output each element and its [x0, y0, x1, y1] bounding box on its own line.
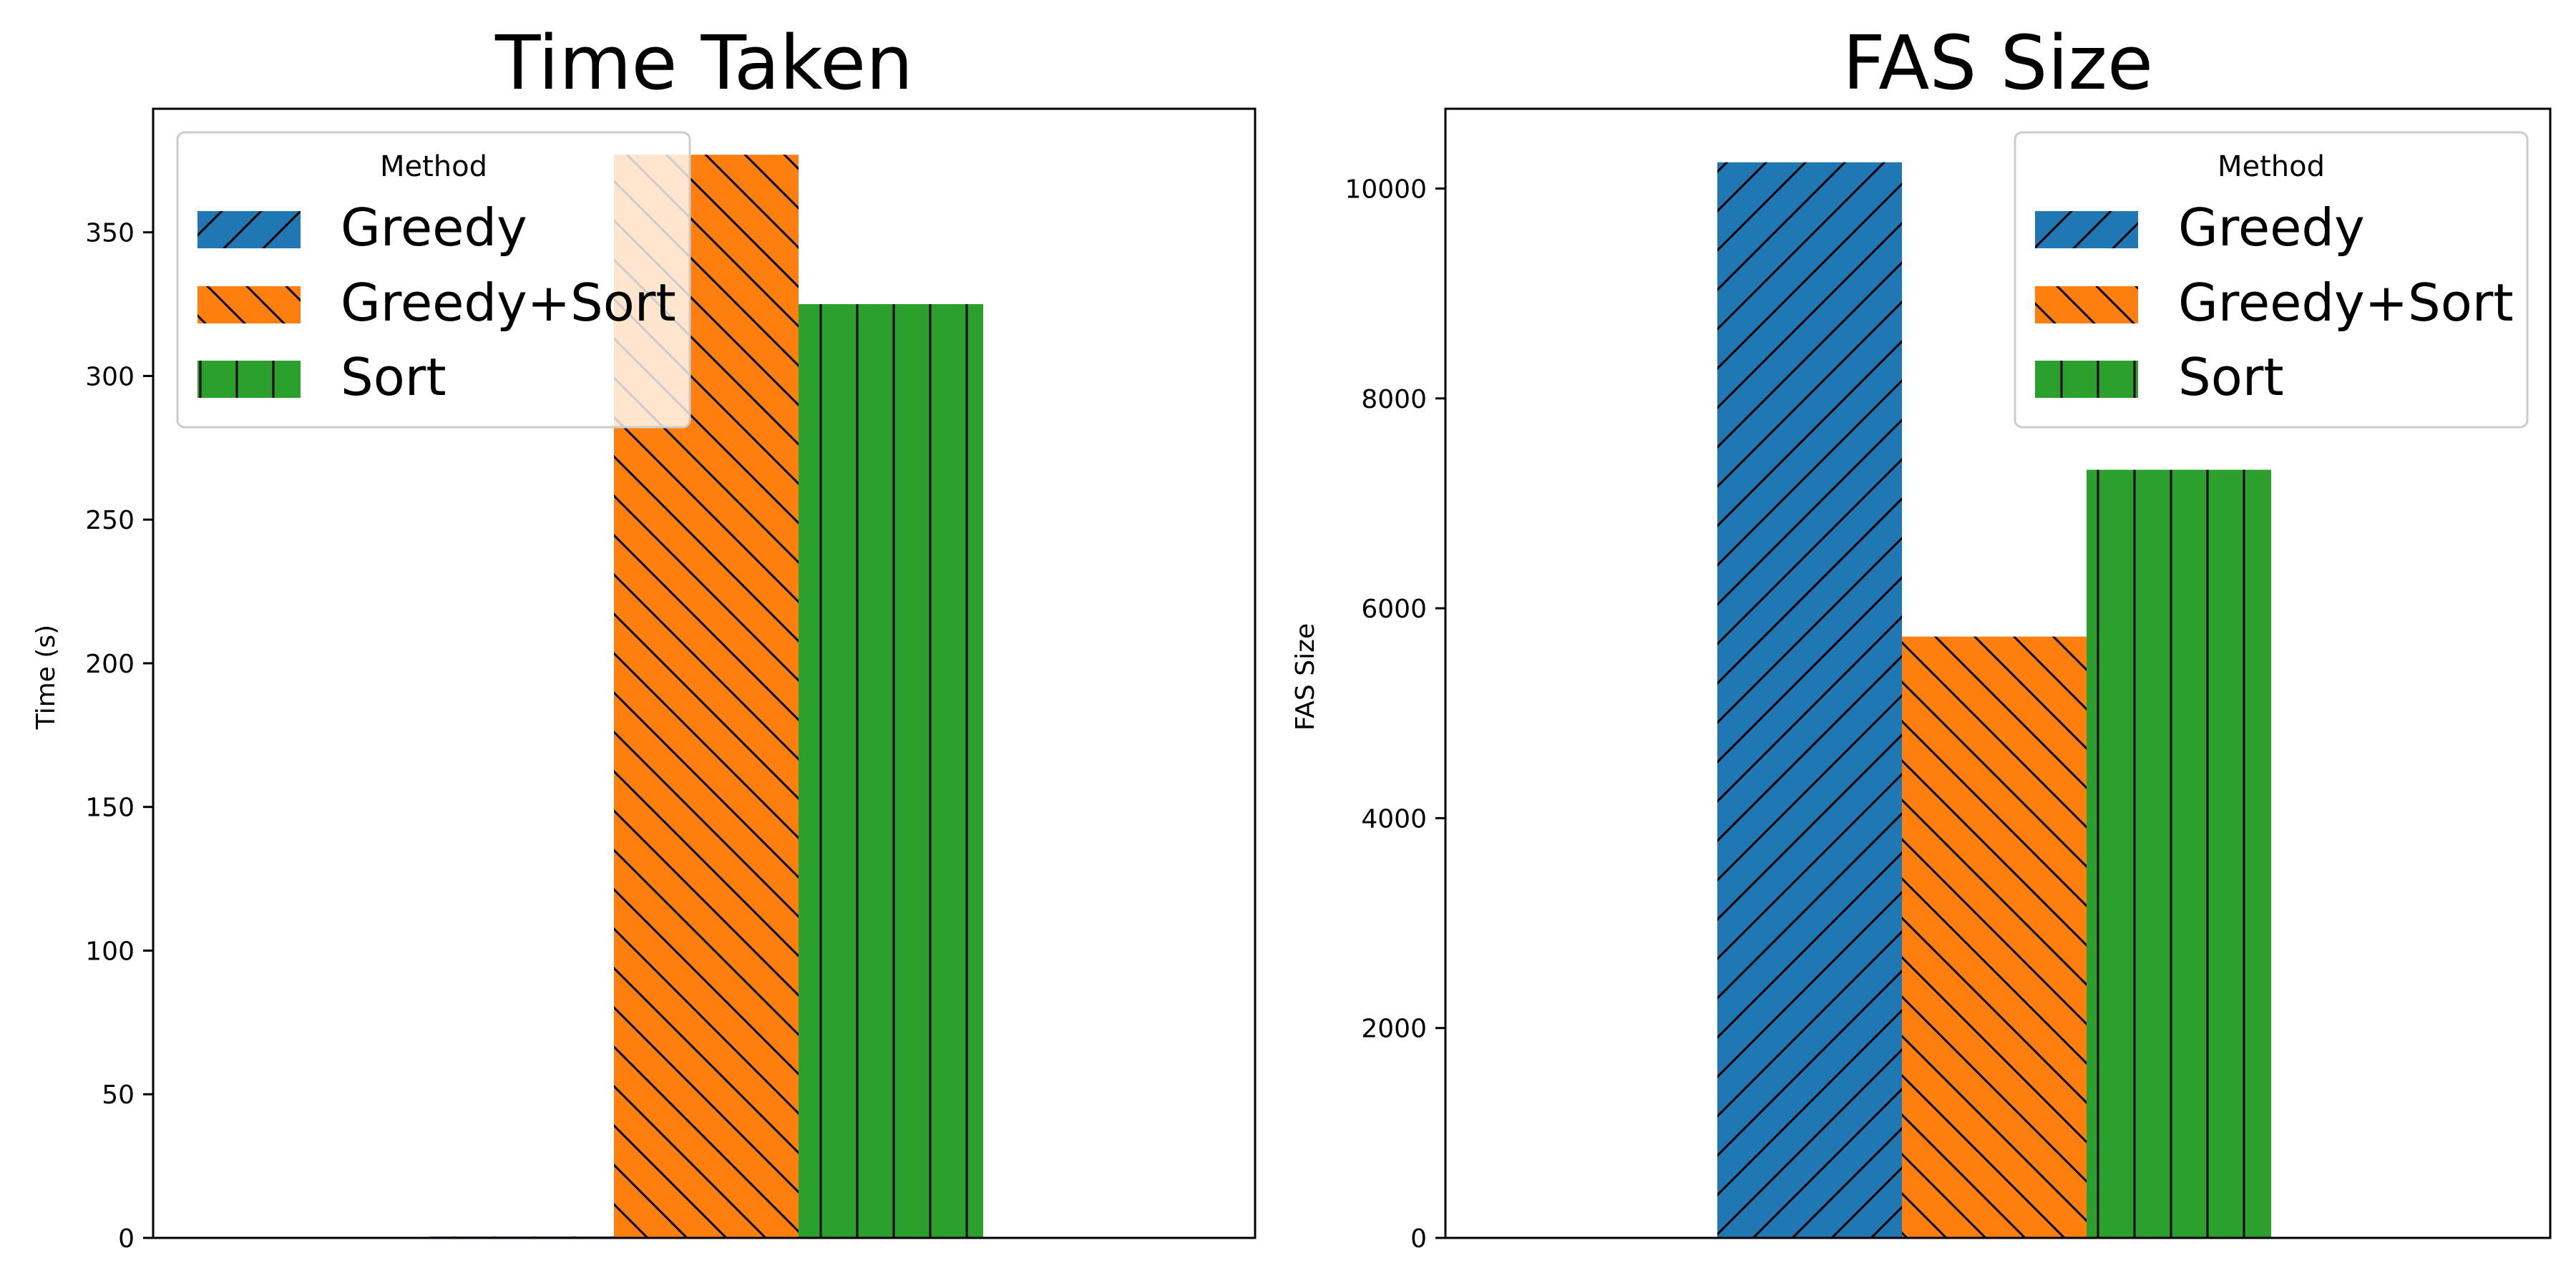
legend-item-greedy: Greedy	[197, 197, 527, 258]
fas-size-panel: FAS Size FAS Size 0 2000 4000 6000 8000 10000…	[1291, 19, 2552, 1254]
legend-swatch-hatch	[197, 211, 301, 248]
legend-swatch-hatch	[197, 361, 301, 398]
legend-swatch-hatch	[2035, 361, 2138, 398]
y-tick-label: 350	[85, 219, 135, 248]
y-tick-label: 0	[118, 1224, 135, 1254]
legend-item-greedy-sort: Greedy+Sort	[197, 273, 676, 333]
legend-item-greedy-sort: Greedy+Sort	[2035, 273, 2514, 333]
y-tick-label: 8000	[1361, 385, 1427, 414]
plot-frame	[152, 107, 1257, 1239]
bars	[429, 155, 983, 1239]
y-axis-ticks: 0 2000 4000 6000 8000 10000	[1345, 175, 1445, 1254]
legend: Method Greedy Greedy+Sort Sort	[176, 131, 691, 429]
legend-box	[176, 131, 691, 429]
legend-label-sort: Sort	[2178, 347, 2284, 407]
legend-item-sort: Sort	[197, 347, 447, 407]
legend-box	[2014, 131, 2529, 429]
legend-label-greedy: Greedy	[341, 197, 527, 258]
legend-swatch-hatch	[197, 286, 301, 323]
legend-swatch-hatch	[2035, 286, 2138, 323]
legend-label-greedy: Greedy	[2178, 197, 2365, 258]
y-tick-label: 2000	[1361, 1015, 1427, 1044]
y-axis-label: FAS Size	[1291, 623, 1320, 731]
y-tick-label: 10000	[1345, 175, 1427, 204]
y-tick-label: 4000	[1361, 804, 1427, 834]
y-tick-label: 150	[85, 794, 135, 823]
bar-hatch-sort	[2087, 469, 2271, 1238]
bars	[1717, 162, 2271, 1238]
legend-item-greedy: Greedy	[2035, 197, 2365, 258]
plot-frame	[1444, 107, 2552, 1239]
bar-hatch-greedy	[1717, 162, 1902, 1238]
y-axis-label: Time (s)	[31, 625, 61, 730]
y-tick-label: 250	[85, 506, 135, 535]
bar-hatch-sort	[799, 304, 983, 1238]
y-tick-label: 6000	[1361, 595, 1427, 624]
y-tick-label: 200	[85, 650, 135, 679]
time-taken-panel: Time Taken Time (s) 0 50 100 150 200 250 300 35…	[31, 19, 1257, 1254]
legend: Method Greedy Greedy+Sort Sort	[2014, 131, 2529, 429]
legend-label-sort: Sort	[341, 347, 447, 407]
y-tick-label: 300	[85, 362, 135, 391]
chart-title: FAS Size	[1843, 19, 2153, 107]
chart-title: Time Taken	[494, 19, 913, 107]
legend-label-greedy-sort: Greedy+Sort	[341, 273, 676, 333]
y-tick-label: 50	[102, 1080, 135, 1110]
legend-label-greedy-sort: Greedy+Sort	[2178, 273, 2514, 333]
legend-swatch-hatch	[2035, 211, 2138, 248]
y-axis-ticks: 0 50 100 150 200 250 300 350	[85, 219, 153, 1254]
legend-title: Method	[380, 150, 487, 183]
bar-hatch-greedy-sort	[1902, 636, 2087, 1238]
y-tick-label: 0	[1410, 1224, 1427, 1254]
legend-item-sort: Sort	[2035, 347, 2284, 407]
legend-title: Method	[2218, 150, 2325, 183]
y-tick-label: 100	[85, 937, 135, 966]
